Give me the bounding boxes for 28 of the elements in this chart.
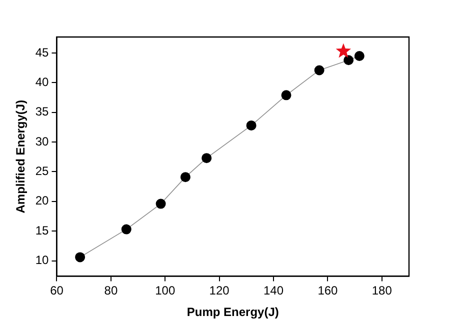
- y-tick-label: 45: [35, 45, 50, 60]
- y-tick-label: 30: [35, 134, 50, 148]
- point: [75, 252, 86, 262]
- x-axis-title: Pump Energy(J): [186, 305, 279, 320]
- point: [180, 172, 190, 182]
- x-tick-label: 120: [209, 284, 230, 298]
- y-tick-label: 15: [35, 223, 50, 238]
- point: [202, 153, 212, 164]
- x-tick-label: 80: [104, 284, 118, 298]
- y-tick-label: 40: [35, 75, 50, 90]
- x-tick-label: 100: [155, 284, 176, 298]
- x-tick-label: 180: [372, 284, 392, 298]
- y-tick-label: 10: [35, 253, 50, 268]
- y-tick-label: 20: [35, 194, 50, 208]
- point: [281, 90, 292, 100]
- point: [121, 224, 132, 234]
- x-tick-label: 160: [318, 284, 338, 298]
- point: [156, 198, 166, 209]
- y-tick-label: 35: [35, 104, 50, 119]
- x-tick-label: 60: [50, 284, 64, 298]
- point: [314, 65, 324, 76]
- point: [354, 50, 364, 61]
- x-tick-label: 140: [264, 284, 284, 298]
- y-axis-title: Amplified Energy(J): [14, 100, 28, 214]
- point: [336, 43, 352, 58]
- y-tick-label: 25: [35, 164, 50, 178]
- point: [344, 55, 354, 66]
- point: [246, 120, 256, 130]
